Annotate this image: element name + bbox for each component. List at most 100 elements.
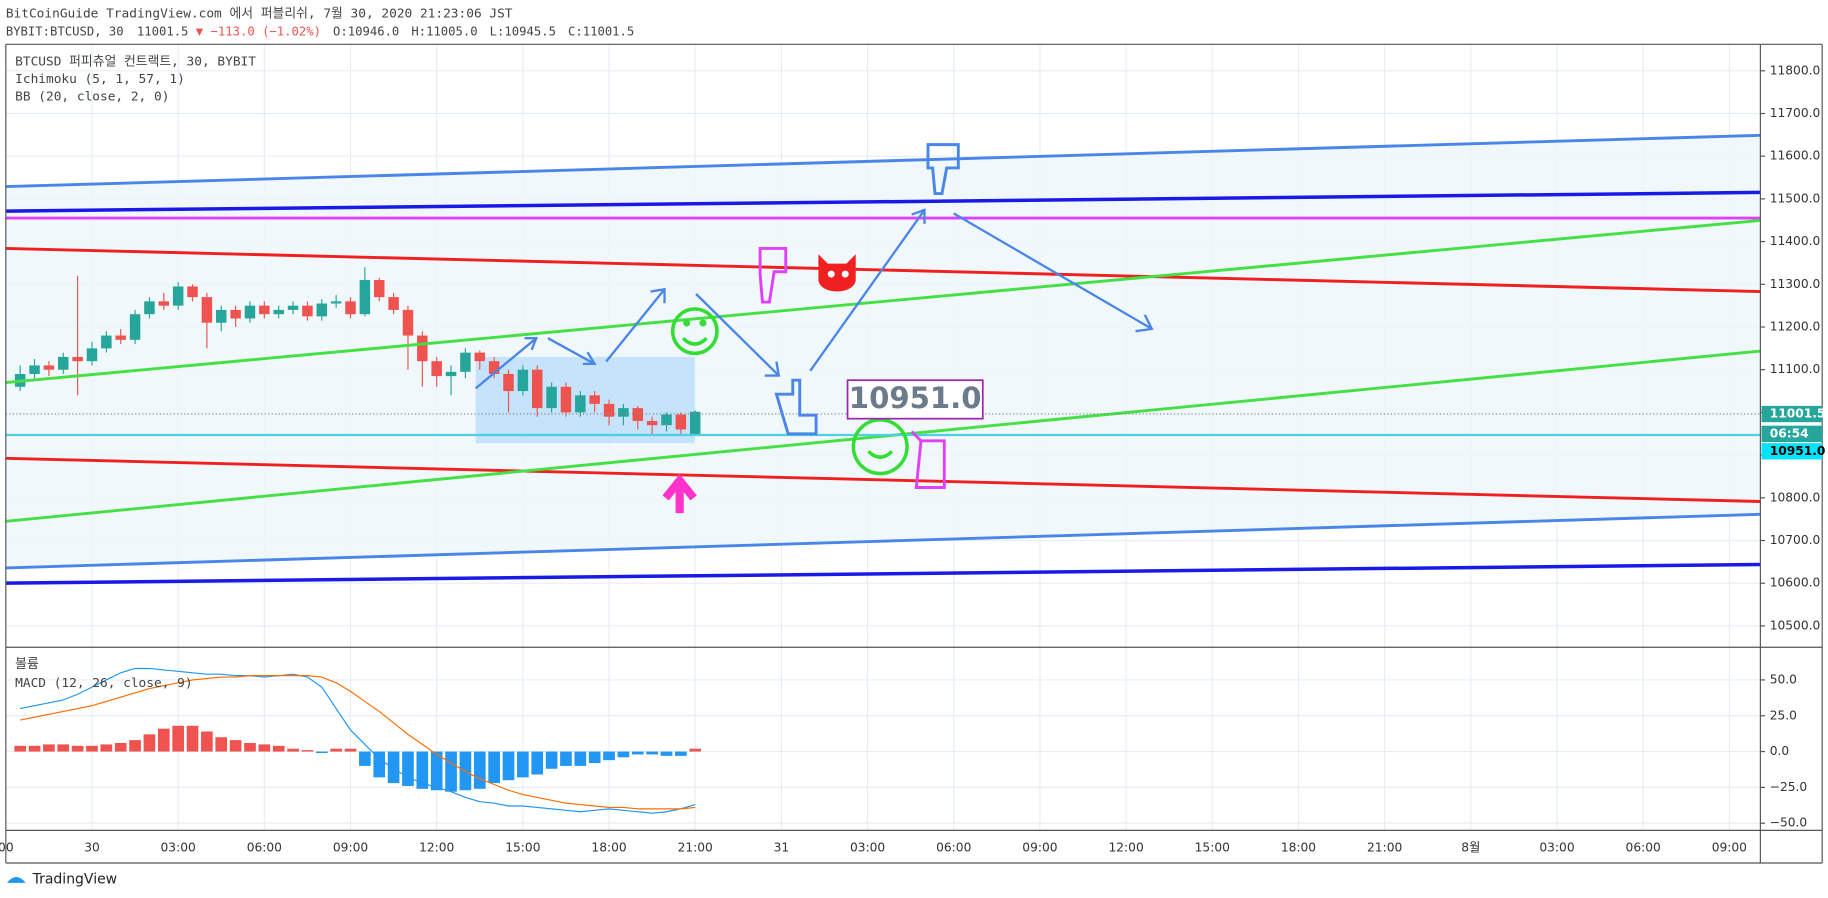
histogram-bar — [459, 751, 472, 791]
histogram-bar — [359, 751, 371, 766]
histogram-bar — [172, 725, 184, 752]
candle-body — [86, 348, 98, 362]
histogram-bar — [229, 740, 242, 752]
candle-body — [72, 356, 83, 362]
last: 11001.5 — [137, 24, 189, 38]
y-tick-label: 11200.0 — [1770, 319, 1821, 333]
candle-body — [58, 356, 69, 370]
annotation: 10951.0 — [849, 381, 982, 415]
hand-icons — [758, 246, 946, 489]
y-tick-label: 11700.0 — [1770, 106, 1821, 120]
histogram-bar — [157, 728, 170, 752]
candle-body — [172, 286, 184, 306]
candle-body — [244, 305, 256, 319]
x-tick-label: 06:00 — [1626, 840, 1661, 854]
candle-body — [402, 309, 414, 336]
histogram-bar — [244, 742, 256, 752]
y-tick-label: 11600.0 — [1770, 149, 1821, 163]
candle-body — [603, 403, 615, 417]
histogram-bar — [660, 751, 673, 756]
y-tick-label: 11800.0 — [1770, 63, 1821, 77]
x-tick-label: 31 — [774, 840, 790, 854]
histogram-bar — [574, 751, 587, 766]
indicator: Ichimoku (5, 1, 57, 1) — [15, 72, 185, 87]
histogram-bar — [531, 751, 544, 775]
candle-body — [675, 414, 687, 430]
candle-body — [345, 301, 356, 315]
publisher: BitCoinGuide TradingView.com 에서 퍼블리쉬, 7월… — [6, 6, 513, 21]
candle-body — [187, 286, 198, 298]
close: C:11001.5 — [568, 24, 634, 38]
candle-body — [517, 369, 529, 392]
candle-body — [632, 408, 644, 421]
x-tick-label: 09:00 — [1022, 840, 1057, 854]
histogram-bar — [488, 751, 500, 784]
symbol: BYBIT:BTCUSD, 30 — [6, 24, 124, 38]
x-tick-label: 18:00 — [591, 840, 626, 854]
candle-body — [373, 280, 385, 298]
candle-body — [101, 335, 112, 349]
last-price-tag: 11001.5 — [1770, 407, 1826, 421]
x-tick-label: 06:00 — [247, 840, 282, 854]
histogram-bar — [545, 751, 558, 769]
x-tick-label: 03:00 — [161, 840, 196, 854]
candle-body — [216, 309, 227, 323]
candle-body — [287, 305, 299, 310]
candles — [14, 267, 701, 436]
volume-title: 볼륨 — [15, 657, 39, 672]
candle-body — [273, 309, 284, 315]
macd-line — [20, 667, 696, 814]
candle-body — [618, 408, 629, 417]
trend-line — [5, 133, 1761, 189]
trend-line — [5, 456, 1761, 503]
y-tick-label: −25.0 — [1770, 780, 1807, 794]
x-tick-label: 09:00 — [333, 840, 368, 854]
candle-body — [302, 305, 313, 317]
x-tick-label: 00 — [0, 840, 14, 854]
histogram-bar — [301, 750, 314, 752]
histogram-bar — [258, 744, 271, 752]
candle-body — [661, 414, 672, 426]
trend-line — [5, 512, 1761, 570]
candle-body — [43, 365, 55, 370]
x-tick-label: 03:00 — [850, 840, 885, 854]
candle-body — [129, 314, 141, 340]
histogram-bar — [402, 751, 414, 786]
histogram-bar — [689, 748, 702, 752]
histogram-bar — [560, 751, 572, 766]
cat-icon — [818, 254, 856, 292]
candle-body — [689, 411, 701, 436]
up-arrow — [662, 473, 697, 514]
histogram-bar — [272, 745, 285, 752]
histogram-bar — [86, 745, 98, 752]
candle-body — [488, 361, 500, 374]
candle-body — [646, 420, 658, 426]
x-tick-label: 21:00 — [678, 840, 713, 854]
open: O:10946.0 — [333, 24, 399, 38]
candle-body — [330, 301, 342, 304]
symbol-line: BYBIT:BTCUSD, 30 11001.5 ▼ −113.0 (−1.02… — [6, 24, 634, 38]
arrows — [474, 208, 1154, 390]
logo — [6, 877, 26, 883]
y-tick-label: 10600.0 — [1770, 576, 1821, 590]
x-tick-label: 12:00 — [419, 840, 454, 854]
candle-body — [531, 369, 543, 409]
histogram-bar — [14, 745, 26, 752]
y-tick-label: 10500.0 — [1770, 618, 1821, 632]
candle-body — [359, 280, 371, 315]
candle-body — [158, 301, 170, 306]
y-tick-label: 50.0 — [1770, 672, 1797, 686]
histogram-bar — [603, 751, 615, 761]
candle-body — [417, 335, 428, 362]
candle-body — [560, 386, 572, 413]
histogram-bar — [143, 734, 156, 752]
candle-body — [474, 352, 486, 362]
histogram-bar — [215, 737, 228, 752]
candle-body — [445, 371, 457, 377]
x-tick-label: 06:00 — [936, 840, 971, 854]
histogram-bar — [416, 751, 429, 789]
y-tick-label: 10700.0 — [1770, 533, 1821, 547]
trend-line — [5, 190, 1761, 213]
y-tick-label: 11400.0 — [1770, 234, 1821, 248]
